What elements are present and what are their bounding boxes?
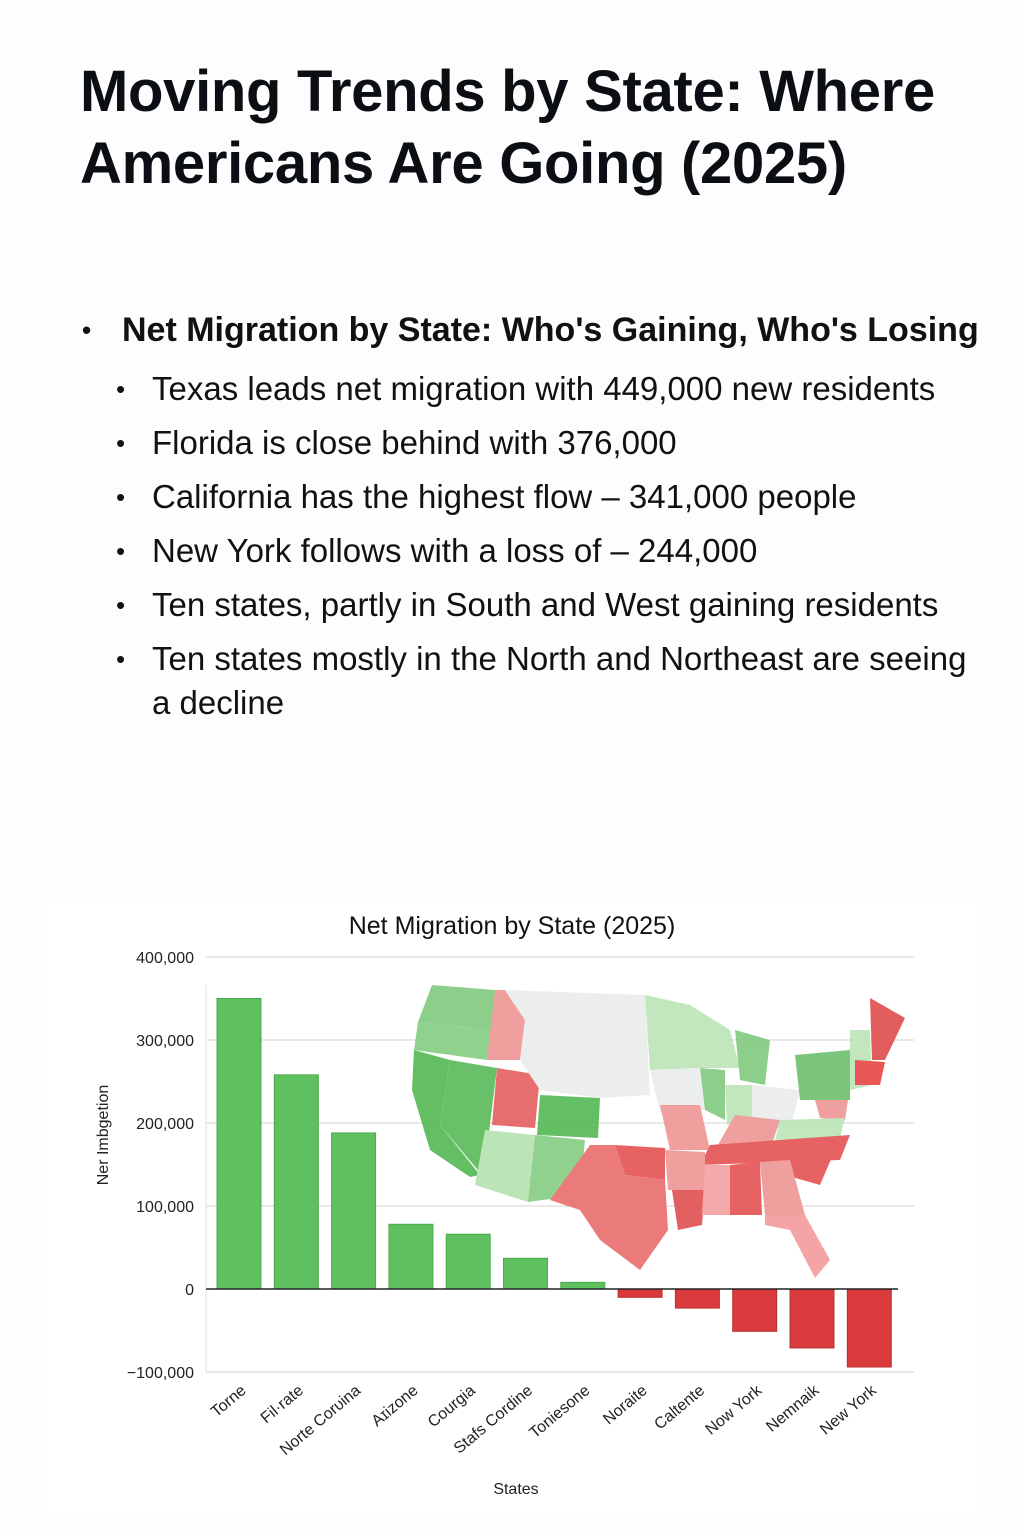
x-tick-label: Toniesone — [527, 1382, 594, 1442]
x-axis-title: States — [493, 1481, 538, 1498]
x-tick-label: Aɪizone — [369, 1382, 422, 1430]
y-tick-label: 300,000 — [136, 1033, 194, 1050]
page-title: Moving Trends by State: Where Americans … — [80, 59, 935, 196]
bullet-item: Ten states, partly in South and West gai… — [80, 583, 980, 627]
x-tick-label: Fil·rate — [258, 1382, 307, 1427]
outline-heading: Net Migration by State: Who's Gaining, W… — [80, 305, 980, 355]
bar — [617, 1288, 663, 1298]
bar — [674, 1288, 720, 1309]
bar — [445, 1233, 491, 1290]
bar — [216, 998, 262, 1290]
bar — [732, 1288, 778, 1332]
y-tick-label: 100,000 — [136, 1199, 194, 1216]
bullet-item: Ten states mostly in the North and North… — [80, 637, 980, 725]
bar — [388, 1223, 434, 1290]
x-tick-label: Nemnaik — [763, 1381, 823, 1435]
bar-series — [216, 998, 892, 1368]
bar — [789, 1288, 835, 1349]
x-tick-label: Torne — [208, 1382, 250, 1421]
bar — [331, 1132, 377, 1290]
bar — [503, 1257, 548, 1290]
x-tick-label: New York — [817, 1381, 880, 1438]
x-tick-label: Noraite — [600, 1382, 651, 1428]
x-tick-label: Courgia — [425, 1382, 479, 1431]
y-tick-label: 400,000 — [136, 950, 194, 967]
bar — [846, 1288, 892, 1368]
summary-outline: Net Migration by State: Who's Gaining, W… — [80, 305, 980, 735]
bar — [273, 1074, 319, 1290]
bullet-item: Texas leads net migration with 449,000 n… — [80, 367, 980, 411]
bullet-list: Texas leads net migration with 449,000 n… — [80, 367, 980, 725]
us-map-inset — [412, 985, 905, 1278]
bullet-item: Florida is close behind with 376,000 — [80, 421, 980, 465]
y-axis-title: Ner Imbgetion — [95, 1085, 112, 1186]
y-axis-ticks: 400,000 300,000 200,000 100,000 0 −100,000 — [127, 950, 194, 1382]
y-tick-label: 200,000 — [136, 1116, 194, 1133]
bar — [560, 1281, 606, 1290]
bullet-item: New York follows with a loss of – 244,00… — [80, 529, 980, 573]
y-tick-label: −100,000 — [127, 1365, 194, 1382]
y-tick-label: 0 — [185, 1282, 194, 1299]
chart-title: Net Migration by State (2025) — [348, 912, 676, 940]
x-tick-label: Now York — [703, 1381, 766, 1438]
bullet-item: California has the highest flow – 341,00… — [80, 475, 980, 519]
x-tick-label: Caltente — [651, 1382, 708, 1433]
